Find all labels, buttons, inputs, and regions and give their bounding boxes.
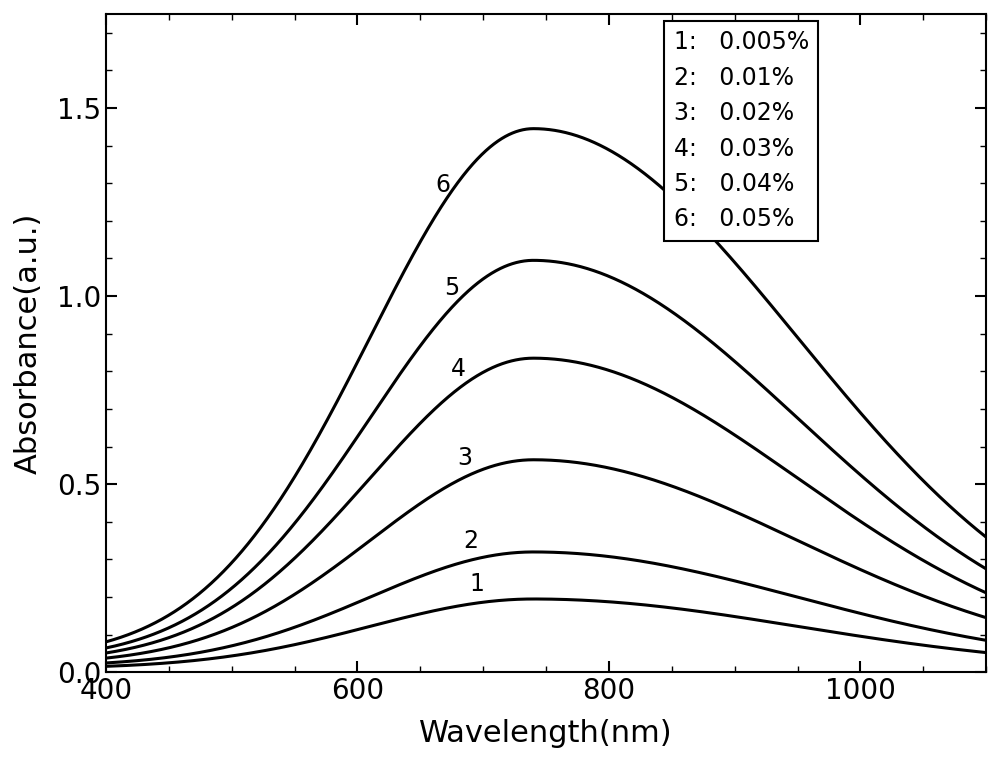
Y-axis label: Absorbance(a.u.): Absorbance(a.u.) [14,213,43,474]
Text: 6: 6 [435,173,450,197]
X-axis label: Wavelength(nm): Wavelength(nm) [419,719,673,748]
Text: 3: 3 [457,446,472,469]
Text: 1: 1 [469,572,484,596]
Text: 1:   0.005%
2:   0.01%
3:   0.02%
4:   0.03%
5:   0.04%
6:   0.05%: 1: 0.005% 2: 0.01% 3: 0.02% 4: 0.03% 5: … [674,30,809,232]
Text: 2: 2 [463,529,478,552]
Text: 4: 4 [451,357,466,381]
Text: 5: 5 [444,276,459,300]
